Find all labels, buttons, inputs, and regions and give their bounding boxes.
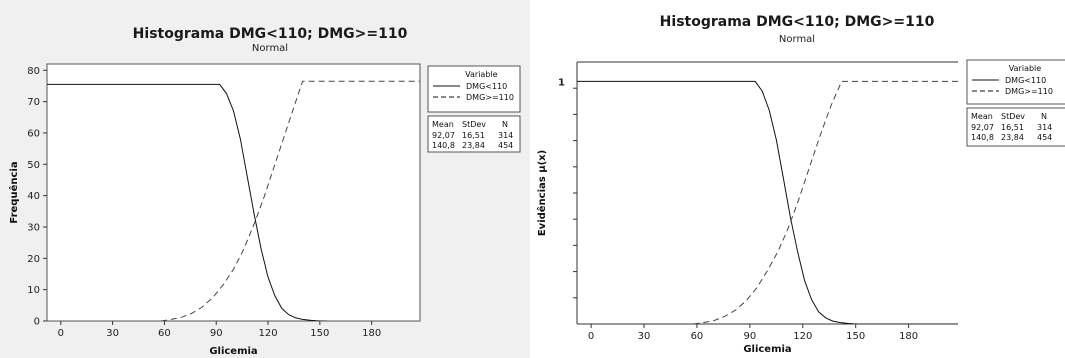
legend-label-1: DMG>=110 [1005, 87, 1053, 96]
stats-cell: 140,8 [432, 141, 455, 150]
legend-label-1: DMG>=110 [466, 93, 514, 102]
stats-cell: 140,8 [971, 133, 994, 142]
chart-title: Histograma DMG<110; DMG>=110 [133, 26, 408, 42]
chart-subtitle: Normal [252, 43, 288, 54]
legend-box [427, 65, 521, 113]
x-tick-label: 90 [210, 328, 223, 339]
y-tick-label: 50 [27, 160, 40, 171]
chart-subtitle: Normal [779, 34, 815, 45]
plot-area [577, 62, 958, 324]
legend-box [966, 59, 1065, 105]
legend-title: Variable [1009, 64, 1041, 73]
stats-header: StDev [462, 120, 486, 129]
stats-cell: 314 [1037, 123, 1052, 132]
stats-cell: 16,51 [1001, 123, 1024, 132]
stats-cell: 454 [498, 141, 513, 150]
x-axis-label: Glicemia [209, 346, 257, 357]
y-tick-label: 80 [27, 66, 40, 77]
stats-header: N [502, 120, 508, 129]
stats-cell: 314 [498, 131, 513, 140]
stats-cell: 16,51 [462, 131, 485, 140]
x-tick-label: 90 [743, 331, 756, 342]
y-tick-label: 40 [27, 191, 40, 202]
y-tick-label: 0 [34, 317, 40, 328]
x-tick-label: 60 [691, 331, 704, 342]
chart-panel-evidence: Histograma DMG<110; DMG>=110 Normal 0 30 60 9… [532, 0, 1065, 358]
legend-title: Variable [465, 70, 497, 79]
y-tick-label: 60 [27, 128, 40, 139]
stats-cell: 23,84 [462, 141, 485, 150]
x-tick-label: 0 [588, 331, 594, 342]
stats-cell: 23,84 [1001, 133, 1024, 142]
evidence-chart: Histograma DMG<110; DMG>=110 Normal 0 30 60 9… [536, 14, 1065, 355]
y-tick-label: 70 [27, 97, 40, 108]
x-tick-label: 120 [258, 328, 277, 339]
stats-header: StDev [1001, 112, 1025, 121]
x-tick-label: 180 [899, 331, 918, 342]
x-tick-label: 180 [362, 328, 381, 339]
series-line-0 [577, 80, 958, 324]
y-tick-label: 30 [27, 222, 40, 233]
stats-header: N [1041, 112, 1047, 121]
x-tick-label: 60 [158, 328, 171, 339]
series-line-1 [160, 80, 420, 321]
legend-label-0: DMG<110 [466, 82, 507, 91]
series-line-0 [47, 83, 327, 321]
x-tick-label: 30 [638, 331, 651, 342]
stats-header: Mean [432, 120, 454, 129]
y-tick-label: 10 [27, 285, 40, 296]
stats-box [966, 107, 1065, 147]
stats-box [427, 115, 521, 153]
stats-cell: 92,07 [432, 131, 455, 140]
y-axis-label: Frequência [8, 161, 20, 223]
legend-label-0: DMG<110 [1005, 76, 1046, 85]
x-axis-label: Glicemia [743, 344, 791, 355]
y-axis-label: Evidências μ(x) [536, 150, 548, 236]
y-tick-label: 1 [558, 77, 565, 88]
chart-title: Histograma DMG<110; DMG>=110 [660, 14, 935, 30]
stats-header: Mean [971, 112, 993, 121]
stats-cell: 92,07 [971, 123, 994, 132]
x-tick-label: 150 [310, 328, 329, 339]
chart-panel-frequency: Histograma DMG<110; DMG>=110 Normal 0 30 60 9… [0, 0, 530, 358]
x-tick-label: 30 [106, 328, 119, 339]
stats-cell: 454 [1037, 133, 1052, 142]
x-tick-label: 120 [793, 331, 812, 342]
plot-area [46, 63, 421, 322]
x-tick-label: 0 [58, 328, 64, 339]
x-tick-label: 150 [846, 331, 865, 342]
y-tick-label: 20 [27, 254, 40, 265]
